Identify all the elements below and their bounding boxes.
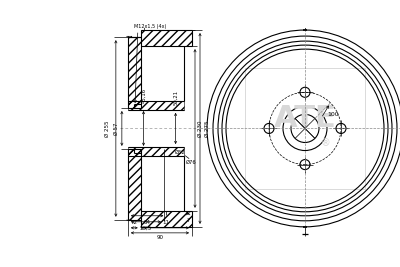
Text: Ø 230: Ø 230 bbox=[198, 120, 202, 137]
Text: ATE: ATE bbox=[274, 104, 336, 133]
Text: 100: 100 bbox=[327, 112, 339, 117]
Text: Ø76: Ø76 bbox=[186, 160, 197, 165]
Text: M12x1,5 (4x): M12x1,5 (4x) bbox=[134, 24, 166, 29]
Text: 45,16: 45,16 bbox=[141, 88, 146, 103]
Text: 90: 90 bbox=[156, 235, 164, 240]
Text: Ø 255: Ø 255 bbox=[105, 120, 110, 137]
Text: 480176: 480176 bbox=[260, 6, 324, 22]
Text: ®: ® bbox=[320, 139, 330, 148]
Bar bbox=[245, 68, 365, 189]
Text: Ø 275: Ø 275 bbox=[204, 120, 210, 137]
Text: 24.0223-0019.1: 24.0223-0019.1 bbox=[81, 6, 215, 22]
Text: 50,5: 50,5 bbox=[140, 226, 152, 231]
Text: 11: 11 bbox=[163, 220, 170, 225]
Text: Ø 57: Ø 57 bbox=[114, 122, 119, 135]
Text: 72: 72 bbox=[131, 220, 138, 225]
Text: 54: 54 bbox=[144, 220, 150, 225]
Text: 50,21: 50,21 bbox=[173, 90, 178, 105]
Text: 7: 7 bbox=[186, 218, 190, 223]
Text: Ø52: Ø52 bbox=[174, 150, 185, 155]
